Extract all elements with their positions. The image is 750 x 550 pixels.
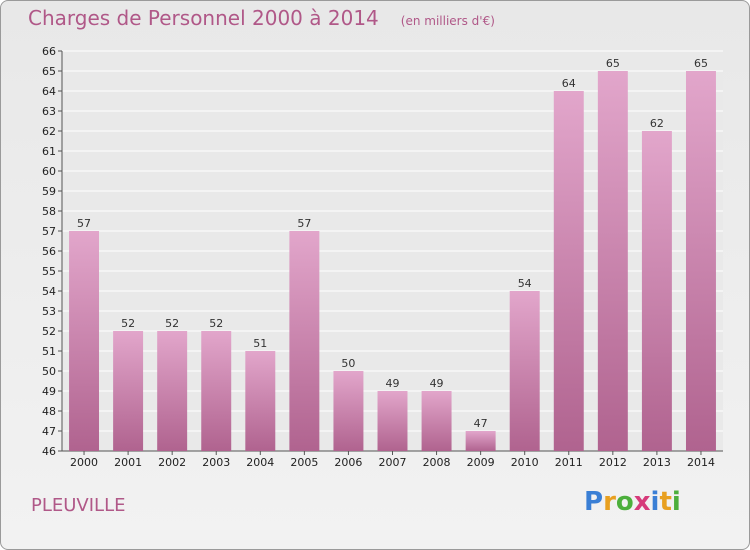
x-tick-label-2007: 2007 [379, 456, 407, 469]
logo-letter: x [633, 487, 651, 517]
logo-letter: t [659, 487, 672, 517]
bar-2008 [421, 391, 452, 451]
y-tick-label: 48 [42, 405, 56, 418]
y-tick-label: 51 [42, 345, 56, 358]
x-tick-label-2008: 2008 [423, 456, 451, 469]
bar-2006 [333, 371, 364, 451]
x-tick-label-2005: 2005 [290, 456, 318, 469]
value-label-2005: 57 [297, 217, 311, 230]
bar-2013 [641, 131, 672, 451]
value-label-2011: 64 [562, 77, 576, 90]
chart-subtitle: (en milliers d'€) [400, 14, 495, 28]
commune-name: PLEUVILLE [31, 495, 126, 516]
y-tick-label: 47 [42, 425, 56, 438]
value-label-2012: 65 [606, 57, 620, 70]
y-tick-label: 59 [42, 185, 56, 198]
logo-letter: r [603, 487, 616, 517]
y-tick-label: 60 [42, 165, 56, 178]
y-tick-label: 50 [42, 365, 56, 378]
value-label-2002: 52 [165, 317, 179, 330]
y-tick-label: 63 [42, 105, 56, 118]
x-tick-label-2012: 2012 [599, 456, 627, 469]
y-tick-label: 57 [42, 225, 56, 238]
value-label-2014: 65 [694, 57, 708, 70]
bar-2007 [377, 391, 408, 451]
bar-2011 [553, 91, 584, 451]
y-tick-label: 49 [42, 385, 56, 398]
bar-2001 [113, 331, 144, 451]
y-tick-label: 64 [42, 85, 56, 98]
y-tick-label: 54 [42, 285, 56, 298]
value-label-2007: 49 [386, 377, 400, 390]
value-label-2004: 51 [253, 337, 267, 350]
bar-2005 [289, 231, 320, 451]
logo-letter: P [584, 487, 604, 517]
logo-letter: i [671, 487, 681, 517]
bar-2002 [157, 331, 188, 451]
value-label-2003: 52 [209, 317, 223, 330]
x-tick-label-2014: 2014 [687, 456, 715, 469]
value-label-2009: 47 [474, 417, 488, 430]
y-tick-label: 55 [42, 265, 56, 278]
y-tick-label: 61 [42, 145, 56, 158]
bar-2009 [465, 431, 496, 451]
bar-2010 [509, 291, 540, 451]
value-label-2008: 49 [430, 377, 444, 390]
y-tick-label: 53 [42, 305, 56, 318]
y-tick-label: 58 [42, 205, 56, 218]
bar-2012 [597, 71, 628, 451]
bar-2003 [201, 331, 232, 451]
x-tick-label-2000: 2000 [70, 456, 98, 469]
x-tick-label-2006: 2006 [334, 456, 362, 469]
x-tick-label-2001: 2001 [114, 456, 142, 469]
chart-title: Charges de Personnel 2000 à 2014 (en mill… [28, 6, 495, 30]
title-text: Charges de Personnel 2000 à 2014 [28, 6, 379, 30]
bar-2000 [69, 231, 100, 451]
value-label-2001: 52 [121, 317, 135, 330]
y-tick-label: 46 [42, 445, 56, 458]
value-label-2000: 57 [77, 217, 91, 230]
y-tick-label: 66 [42, 45, 56, 58]
y-tick-label: 62 [42, 125, 56, 138]
x-tick-label-2009: 2009 [467, 456, 495, 469]
logo-letter: i [650, 487, 660, 517]
value-label-2010: 54 [518, 277, 532, 290]
value-label-2006: 50 [341, 357, 355, 370]
y-tick-label: 52 [42, 325, 56, 338]
y-tick-label: 56 [42, 245, 56, 258]
x-tick-label-2004: 2004 [246, 456, 274, 469]
y-tick-label: 65 [42, 65, 56, 78]
x-tick-label-2010: 2010 [511, 456, 539, 469]
x-tick-label-2003: 2003 [202, 456, 230, 469]
logo-letter: o [615, 487, 634, 517]
bar-2014 [685, 71, 716, 451]
bar-2004 [245, 351, 276, 451]
proxiti-logo: Proxiti [584, 487, 681, 517]
value-label-2013: 62 [650, 117, 664, 130]
x-tick-label-2002: 2002 [158, 456, 186, 469]
x-tick-label-2011: 2011 [555, 456, 583, 469]
x-tick-label-2013: 2013 [643, 456, 671, 469]
